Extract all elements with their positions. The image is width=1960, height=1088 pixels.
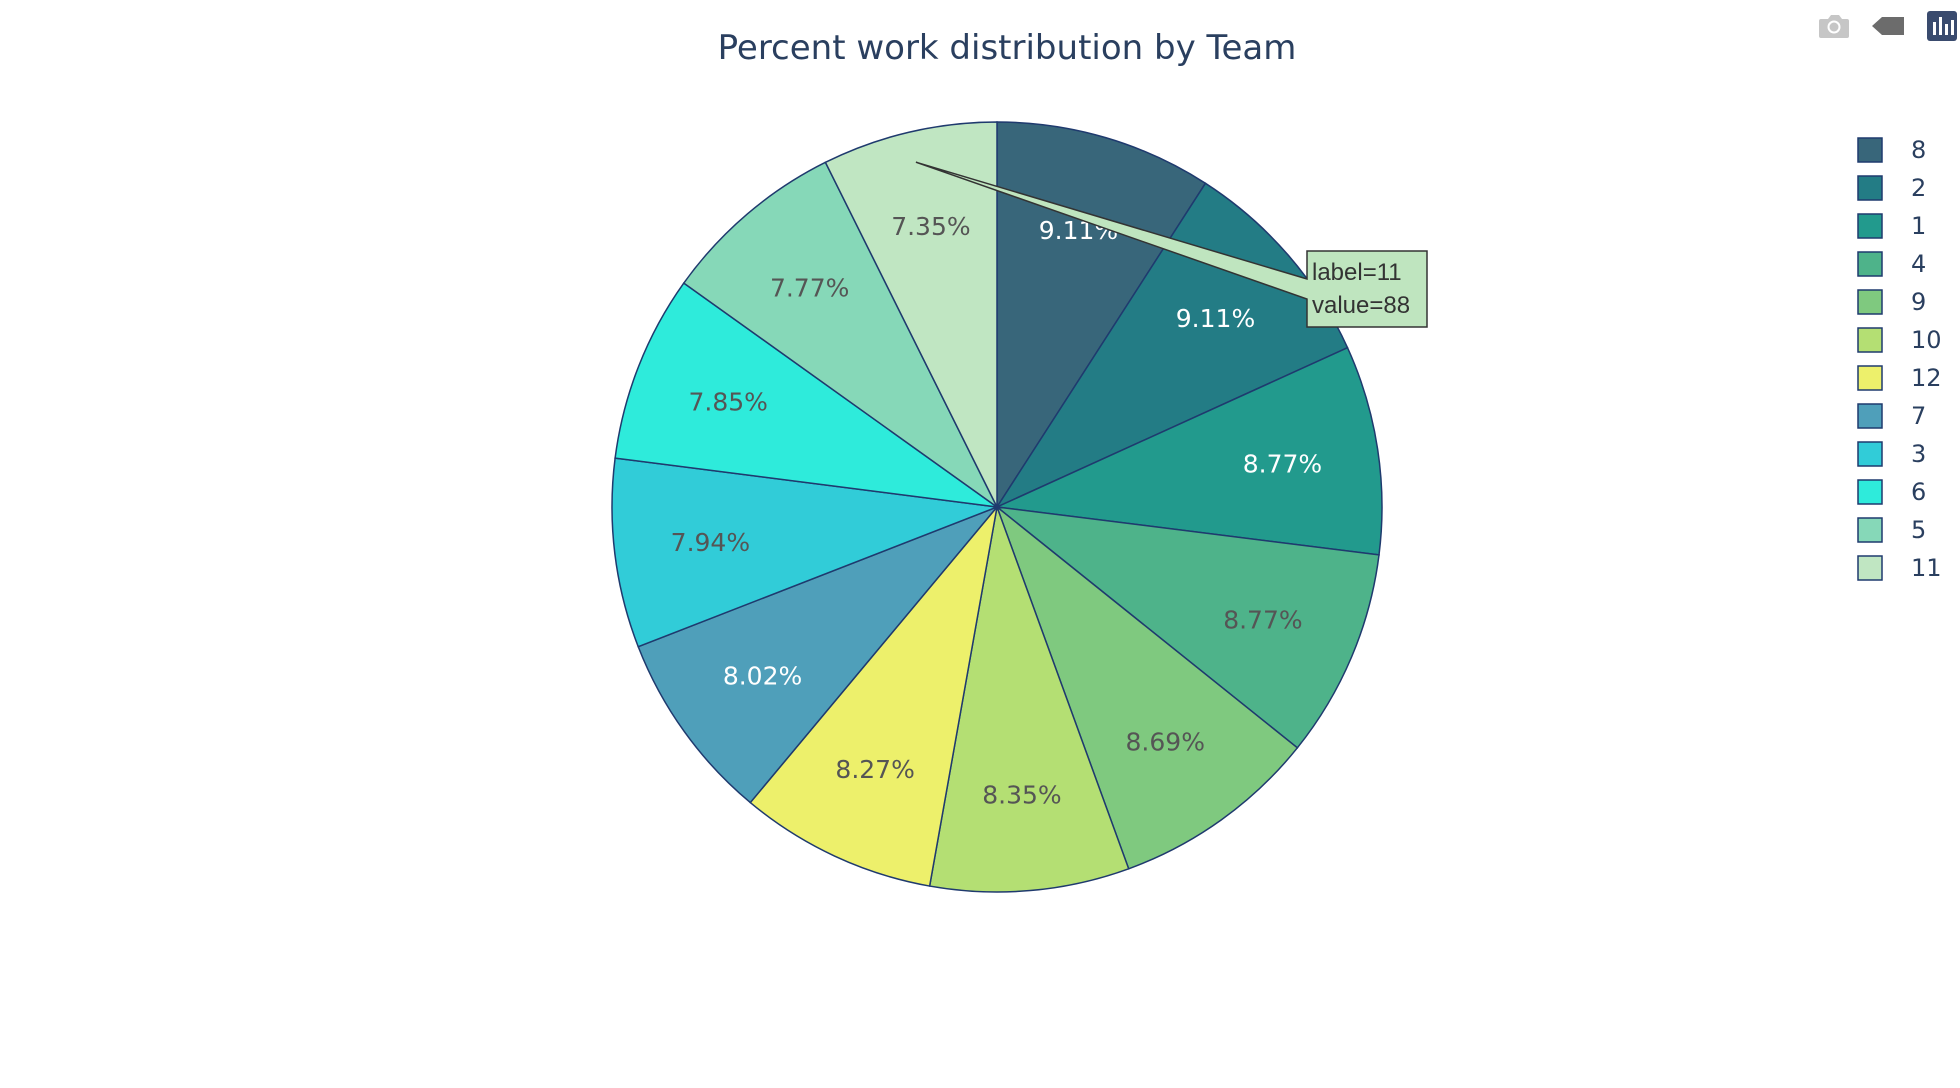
slice-percent-label: 8.77%: [1243, 450, 1322, 479]
slice-percent-label: 7.85%: [688, 388, 767, 417]
legend-swatch: [1857, 251, 1883, 277]
legend-label: 4: [1911, 250, 1926, 278]
legend-label: 3: [1911, 440, 1926, 468]
tooltip-label-line: label=11: [1312, 259, 1402, 286]
pie-slice-4[interactable]: [994, 505, 1380, 749]
pie-slice-9[interactable]: [995, 504, 1299, 870]
tooltip-value-line: value=88: [1312, 292, 1410, 319]
slice-percent-label: 8.69%: [1126, 728, 1205, 757]
pie-slice-3[interactable]: [611, 457, 998, 648]
pie-slices: [611, 121, 1383, 893]
legend-item-4[interactable]: 4: [1857, 250, 1926, 278]
legend-swatch: [1857, 327, 1883, 353]
legend-item-12[interactable]: 12: [1857, 364, 1942, 392]
legend-item-9[interactable]: 9: [1857, 288, 1926, 316]
slice-percent-label: 7.35%: [891, 212, 970, 241]
slice-percent-label: 8.35%: [982, 781, 1061, 810]
camera-icon[interactable]: [1816, 8, 1852, 44]
tooltip-box: [915, 161, 1428, 328]
legend-swatch: [1857, 479, 1883, 505]
slice-percent-label: 7.77%: [770, 273, 849, 302]
modebar: [1816, 8, 1960, 44]
legend-label: 2: [1911, 174, 1926, 202]
chart-icon[interactable]: [1924, 8, 1960, 44]
legend-swatch: [1857, 175, 1883, 201]
pie-slice-10[interactable]: [928, 504, 1130, 893]
legend-label: 11: [1911, 554, 1942, 582]
chart-title: Percent work distribution by Team: [718, 28, 1297, 68]
legend-item-8[interactable]: 8: [1857, 136, 1926, 164]
legend-label: 9: [1911, 288, 1926, 316]
pie-slice-12[interactable]: [749, 504, 999, 887]
legend-swatch: [1857, 517, 1883, 543]
legend-swatch: [1857, 365, 1883, 391]
legend-label: 12: [1911, 364, 1942, 392]
legend-swatch: [1857, 289, 1883, 315]
legend-swatch: [1857, 555, 1883, 581]
legend-label: 10: [1911, 326, 1942, 354]
legend-label: 5: [1911, 516, 1926, 544]
legend-item-5[interactable]: 5: [1857, 516, 1926, 544]
slice-percent-label: 9.11%: [1176, 304, 1255, 333]
pie-slice-1[interactable]: [994, 346, 1383, 556]
pie-slice-8[interactable]: [996, 121, 1207, 510]
slice-percent-label: 8.02%: [723, 662, 802, 691]
legend-label: 7: [1911, 402, 1926, 430]
legend-item-1[interactable]: 1: [1857, 212, 1926, 240]
legend-swatch: [1857, 403, 1883, 429]
slice-percent-label: 7.94%: [671, 528, 750, 557]
pie-slice-11[interactable]: [824, 121, 998, 508]
slice-percent-label: 8.27%: [835, 755, 914, 784]
legend-item-10[interactable]: 10: [1857, 326, 1942, 354]
legend-swatch: [1857, 213, 1883, 239]
slice-percent-label: 8.77%: [1223, 606, 1302, 635]
legend-swatch: [1857, 441, 1883, 467]
legend-item-3[interactable]: 3: [1857, 440, 1926, 468]
legend-item-2[interactable]: 2: [1857, 174, 1926, 202]
tag-icon[interactable]: [1870, 8, 1906, 44]
legend-item-7[interactable]: 7: [1857, 402, 1926, 430]
pie-slice-5[interactable]: [682, 161, 998, 508]
pie-slice-labels: 9.11%9.11%8.77%8.77%8.69%8.35%8.27%8.02%…: [671, 212, 1322, 810]
pie-slice-7[interactable]: [637, 506, 998, 804]
legend-swatch: [1857, 137, 1883, 163]
legend-label: 6: [1911, 478, 1926, 506]
legend-label: 1: [1911, 212, 1926, 240]
legend-item-6[interactable]: 6: [1857, 478, 1926, 506]
pie-slice-6[interactable]: [614, 282, 998, 508]
legend: 8 2 1 4 9 10 12 7 3 6 5 11: [1857, 136, 1942, 582]
hover-tooltip: label=11 value=88: [915, 161, 1428, 328]
legend-label: 8: [1911, 136, 1926, 164]
legend-item-11[interactable]: 11: [1857, 554, 1942, 582]
